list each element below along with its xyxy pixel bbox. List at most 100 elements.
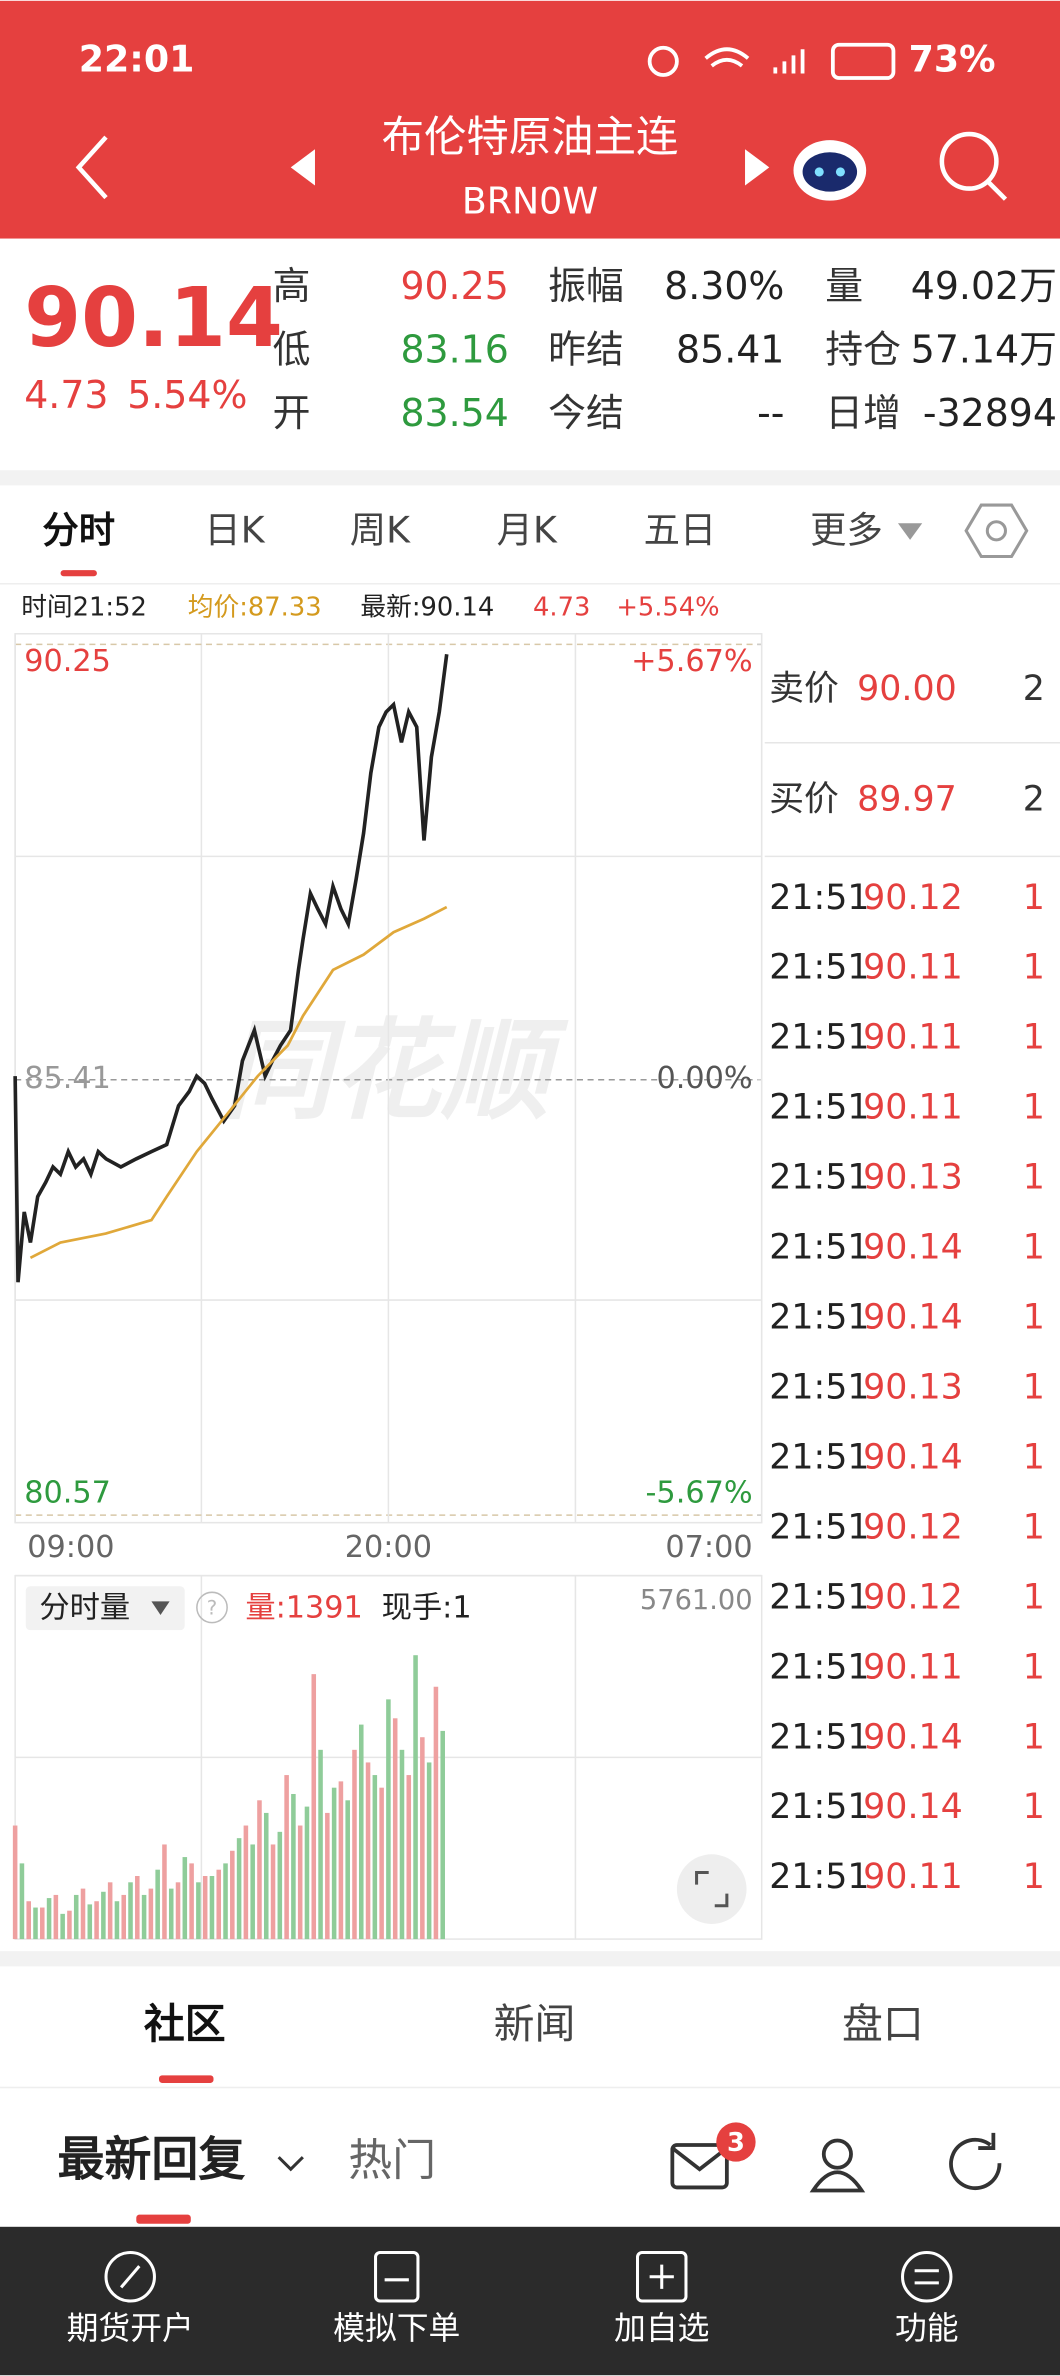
volume-bar [352, 1749, 357, 1940]
expand-button[interactable] [676, 1854, 747, 1924]
y2-tick-label: -5.67% [646, 1475, 753, 1510]
info-change: 4.73 [533, 593, 590, 623]
order-qty: 2 [1023, 779, 1045, 819]
volume-bar [304, 1806, 310, 1940]
volume-bar [440, 1730, 445, 1940]
trade-qty: 1 [1023, 878, 1045, 918]
volume-bar [277, 1831, 283, 1940]
trade-time: 21:51 [769, 1158, 869, 1198]
chart-tab[interactable]: 分时 [42, 508, 115, 551]
order-qty: 2 [1023, 669, 1045, 709]
status-icons [647, 42, 896, 80]
search-button[interactable] [939, 131, 1008, 201]
last-price: 90.14 [24, 271, 283, 366]
volume-bar [365, 1762, 371, 1940]
chart-tab[interactable]: 月K [497, 508, 558, 551]
stat-label: 日增 [825, 391, 901, 435]
volume-bar [263, 1812, 269, 1940]
volume-bar [162, 1844, 167, 1940]
next-contract[interactable] [745, 149, 770, 186]
volume-bar [87, 1904, 93, 1940]
settings-button[interactable] [964, 503, 1029, 559]
volume-bar [67, 1910, 72, 1940]
x-tick-label: 20:00 [345, 1530, 432, 1565]
volume-bar [392, 1718, 398, 1940]
section-tab[interactable]: 社区 [144, 2000, 226, 2048]
feed-tab[interactable]: 最新回复 [58, 2133, 246, 2188]
price-line [13, 653, 449, 1283]
sort-arrow[interactable] [277, 2156, 304, 2172]
trade-qty: 1 [1023, 1437, 1045, 1477]
stat-value: 49.02万 [911, 264, 1057, 308]
trade-price: 90.13 [863, 1158, 963, 1198]
assistant-icon[interactable] [793, 140, 867, 201]
chart-tab[interactable]: 日K [204, 508, 265, 551]
volume-bar [46, 1898, 52, 1940]
y-tick-label: 80.57 [24, 1475, 111, 1510]
volume-bar [325, 1812, 330, 1940]
prev-contract[interactable] [290, 149, 315, 186]
volume-bar [19, 1863, 25, 1940]
trade-price: 90.12 [863, 1577, 963, 1617]
chart-tab[interactable]: 五日 [644, 508, 717, 551]
volume-bar [189, 1863, 194, 1940]
volume-bar [243, 1825, 249, 1940]
y-tick-label: 90.25 [24, 644, 111, 679]
profile-button[interactable] [809, 2138, 866, 2193]
volume-bar [297, 1825, 303, 1940]
trade-price: 90.11 [863, 1857, 963, 1897]
refresh-button[interactable] [949, 2132, 1002, 2191]
trade-price: 90.13 [863, 1367, 963, 1407]
trade-qty: 1 [1023, 1717, 1045, 1757]
y-tick-label: 85.41 [24, 1061, 111, 1096]
chart-tab[interactable]: 周K [350, 508, 411, 551]
chart-tab[interactable]: 更多 [810, 508, 883, 551]
contract-code: BRN0W [462, 180, 598, 223]
volume-bar [372, 1775, 378, 1940]
stat-value: 83.54 [400, 391, 508, 435]
feed-tab[interactable]: 热门 [348, 2135, 436, 2186]
trade-price: 90.11 [863, 1018, 963, 1058]
trade-time: 21:51 [769, 1857, 869, 1897]
average-line [29, 905, 448, 1260]
back-button[interactable] [75, 135, 108, 200]
nav-item[interactable]: 加自选 [614, 2310, 709, 2347]
volume-bar [12, 1825, 18, 1940]
bottom-nav [0, 2226, 1060, 2376]
nav-item[interactable]: 期货开户 [67, 2310, 194, 2347]
volume-title[interactable]: 分时量 [39, 1590, 130, 1625]
volume-bar [202, 1876, 208, 1940]
trade-qty: 1 [1023, 948, 1045, 988]
section-tab[interactable]: 盘口 [842, 2000, 924, 2048]
volume-bar [80, 1888, 86, 1940]
nav-item[interactable]: 模拟下单 [333, 2310, 460, 2347]
message-button[interactable] [670, 2143, 729, 2190]
trade-price: 90.14 [863, 1228, 963, 1268]
y2-tick-label: +5.67% [631, 644, 753, 679]
info-avg: 均价:87.33 [188, 593, 322, 623]
volume-bar [94, 1901, 99, 1940]
trade-price: 90.12 [863, 878, 963, 918]
volume-bar [406, 1775, 412, 1940]
volume-bar [426, 1762, 432, 1940]
volume-bar [60, 1913, 65, 1940]
volume-bar [413, 1655, 418, 1940]
volume-bar [331, 1787, 337, 1940]
help-icon[interactable]: ? [196, 1591, 228, 1624]
stat-value: -- [757, 391, 784, 435]
price-change: 4.73 [24, 373, 108, 417]
trade-price: 90.11 [863, 948, 963, 988]
trade-time: 21:51 [769, 1787, 869, 1827]
volume-selector[interactable] [25, 1586, 185, 1631]
trade-time: 21:51 [769, 1577, 869, 1617]
svg-text:?: ? [207, 1596, 217, 1619]
order-label: 卖价 [769, 669, 839, 709]
order-price: 90.00 [857, 669, 957, 709]
volume-bar [40, 1907, 45, 1940]
trade-price: 90.14 [863, 1787, 963, 1827]
stat-label: 昨结 [548, 328, 624, 372]
trade-time: 21:51 [769, 1298, 869, 1338]
nav-item[interactable]: 功能 [895, 2310, 959, 2347]
section-tab[interactable]: 新闻 [494, 2000, 576, 2048]
volume-bar [379, 1787, 384, 1940]
